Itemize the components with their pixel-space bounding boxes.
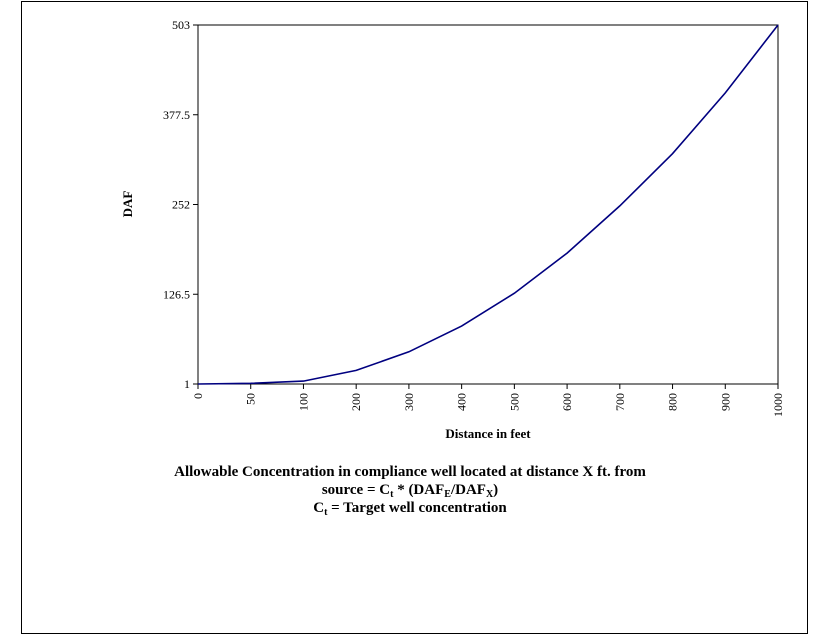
- x-tick-label: 1000: [771, 393, 785, 417]
- plot-area: [197, 24, 779, 385]
- y-tick-label: 377.5: [163, 108, 190, 122]
- y-tick-label: 252: [172, 198, 190, 212]
- x-tick-label: 50: [244, 393, 258, 405]
- x-tick-label: 100: [296, 393, 310, 411]
- y-tick-label: 503: [172, 18, 190, 32]
- x-tick-label: 300: [402, 393, 416, 411]
- caption-line-1: Allowable Concentration in compliance we…: [174, 464, 646, 480]
- caption-line-2: source = Ct * (DAFE/DAFX): [321, 482, 499, 500]
- chart-caption: Allowable Concentration in compliance we…: [0, 463, 820, 518]
- y-axis-ticks: 1 126.5 252 377.5 503: [163, 18, 198, 391]
- x-tick-label: 500: [507, 393, 521, 411]
- x-tick-label: 400: [455, 393, 469, 411]
- series-line: [197, 24, 779, 385]
- x-tick-label: 700: [613, 393, 627, 411]
- y-tick-label: 1: [184, 377, 190, 391]
- x-axis-title: Distance in feet: [445, 426, 531, 441]
- line-chart: 1 126.5 252 377.5 503 0 50 100 200 300 400 500 600 7…: [120, 18, 785, 441]
- y-axis-title: DAF: [120, 191, 135, 218]
- x-tick-label: 200: [349, 393, 363, 411]
- caption-line-3: Ct = Target well concentration: [313, 500, 507, 518]
- x-tick-label: 600: [560, 393, 574, 411]
- x-tick-label: 900: [718, 393, 732, 411]
- x-tick-label: 800: [666, 393, 680, 411]
- x-tick-label: 0: [191, 393, 205, 399]
- y-tick-label: 126.5: [163, 287, 190, 301]
- x-axis-ticks: 0 50 100 200 300 400 500 600 700 800 900 1000: [191, 384, 785, 417]
